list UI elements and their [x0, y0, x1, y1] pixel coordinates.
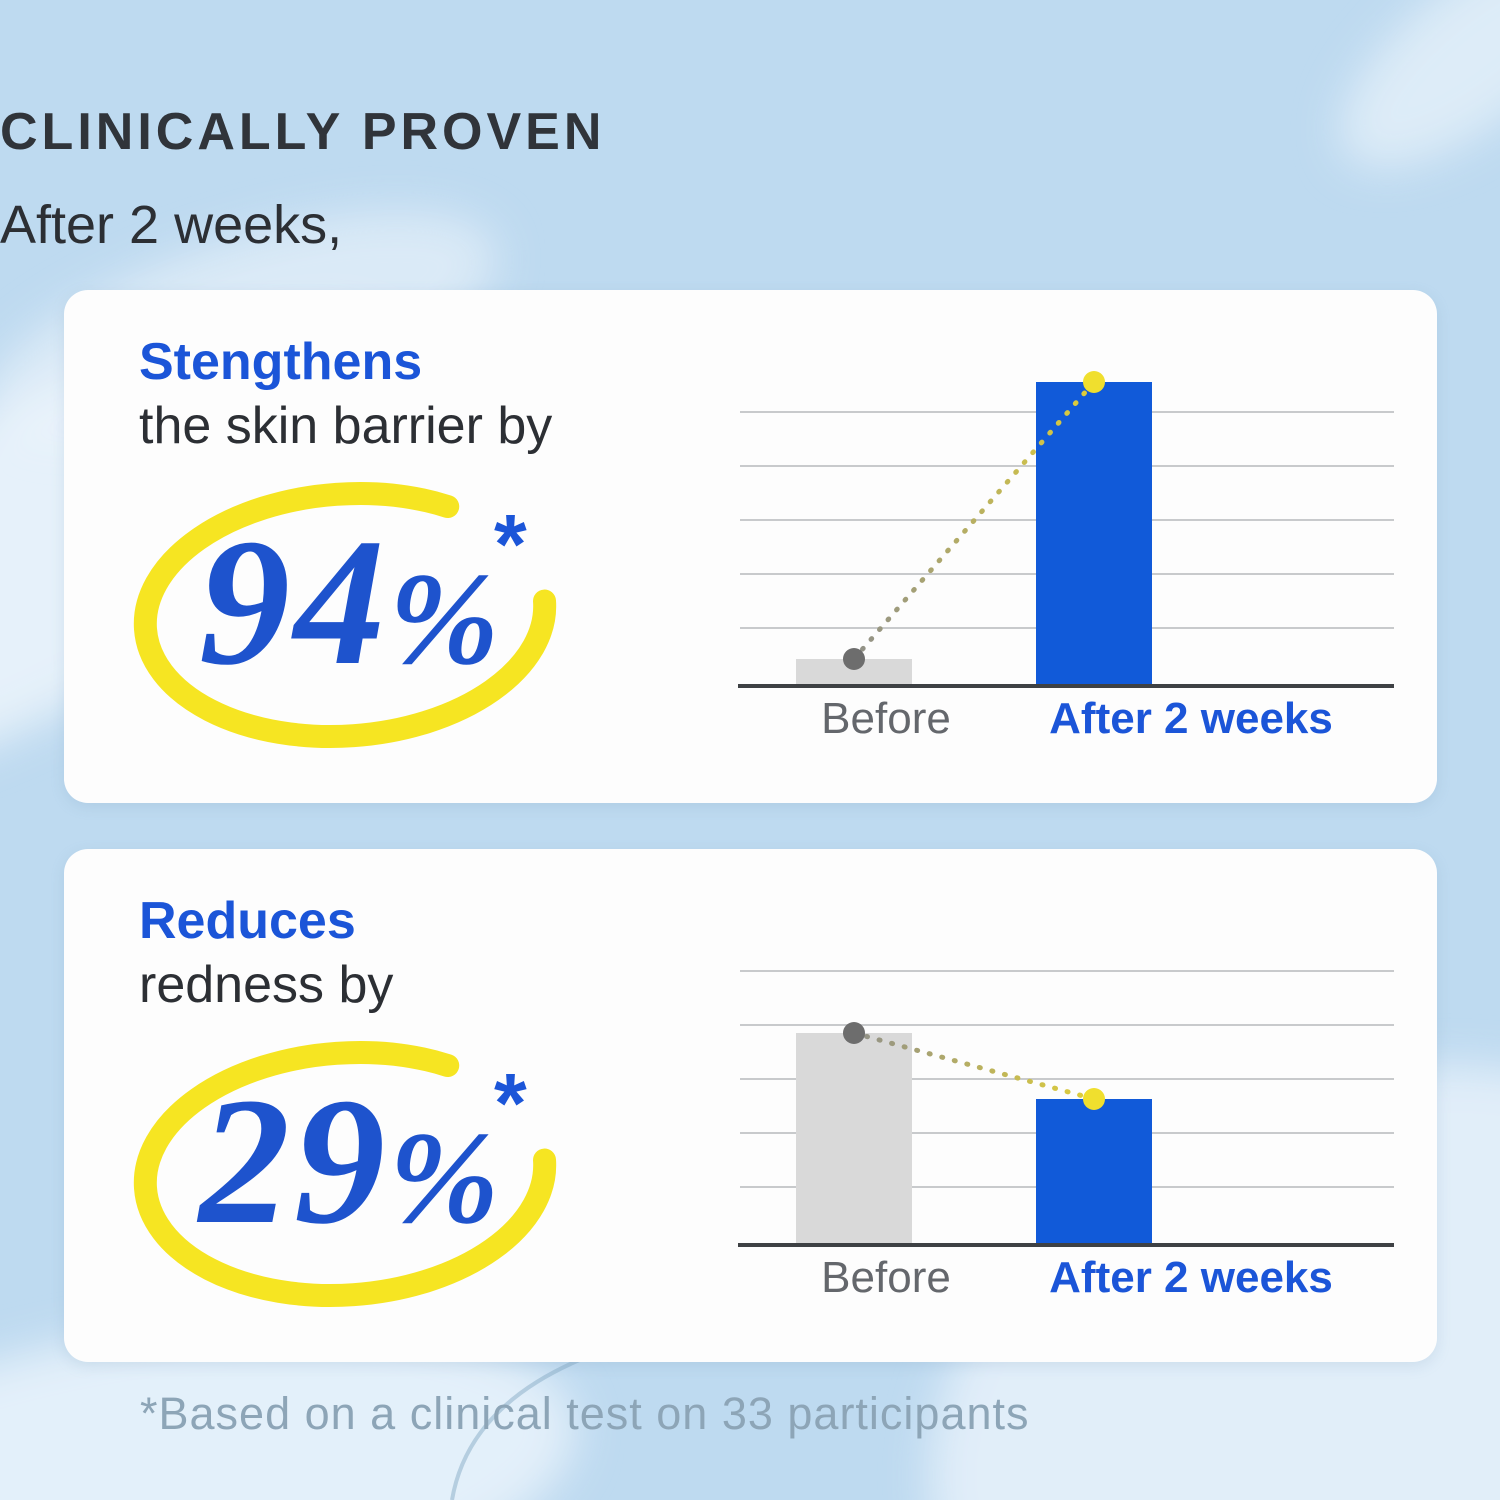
trend-dotted-line	[851, 1030, 1097, 1102]
bar-chart-skin-barrier	[738, 356, 1394, 688]
after-dot	[1083, 371, 1105, 393]
heading-rest: the skin barrier by	[139, 397, 553, 455]
card-heading: Stengthens the skin barrier by	[139, 330, 552, 458]
cream-swirl	[0, 1320, 577, 1500]
chart-x-labels: Before After 2 weeks	[744, 1253, 1394, 1313]
stat-value: 94%	[134, 512, 564, 694]
footnote-text: *Based on a clinical test on 33 particip…	[140, 1388, 1030, 1439]
chart-x-labels: Before After 2 weeks	[744, 694, 1394, 754]
stat-percent-sign: %	[389, 1104, 499, 1251]
after-dot	[1083, 1088, 1105, 1110]
stat-percent-sign: %	[389, 545, 499, 692]
yellow-circle-highlight-icon	[133, 481, 557, 749]
page-subtitle: After 2 weeks,	[0, 195, 343, 255]
bar-before	[796, 1033, 912, 1245]
heading-accent: Reduces	[139, 892, 356, 950]
stat-number: 29	[199, 1061, 390, 1262]
x-axis	[738, 1243, 1394, 1247]
x-label-before: Before	[821, 1253, 951, 1302]
trend-overlay	[843, 371, 1105, 670]
before-dot	[843, 1022, 865, 1044]
stat-number: 94	[199, 502, 390, 703]
bar-chart-redness	[738, 915, 1394, 1247]
x-label-before: Before	[821, 694, 951, 743]
heading-rest: redness by	[139, 956, 394, 1014]
card-heading: Reduces redness by	[139, 889, 393, 1017]
gridline	[740, 970, 1394, 972]
footnote-asterisk: *	[494, 1056, 527, 1150]
footnote-asterisk: *	[494, 497, 527, 591]
cream-swirl	[1339, 0, 1500, 169]
yellow-circle-highlight-icon	[133, 1040, 557, 1308]
gridline	[740, 1024, 1394, 1026]
gridline	[740, 1078, 1394, 1080]
page-title: CLINICALLY PROVEN	[0, 103, 606, 161]
x-label-after-2-weeks: After 2 weeks	[1049, 1253, 1333, 1302]
stat-card-skin-barrier: Stengthens the skin barrier by 94% * Bef…	[64, 290, 1437, 803]
stat-value: 29%	[134, 1071, 564, 1253]
x-axis	[738, 684, 1394, 688]
trend-overlay	[843, 1022, 1105, 1110]
stat-card-redness: Reduces redness by 29% * Before After 2 …	[64, 849, 1437, 1362]
bar-after-2-weeks	[1036, 382, 1152, 686]
x-label-after-2-weeks: After 2 weeks	[1049, 694, 1333, 743]
heading-accent: Stengthens	[139, 333, 423, 391]
before-dot	[843, 648, 865, 670]
bar-after-2-weeks	[1036, 1099, 1152, 1245]
trend-dotted-line	[851, 379, 1097, 662]
